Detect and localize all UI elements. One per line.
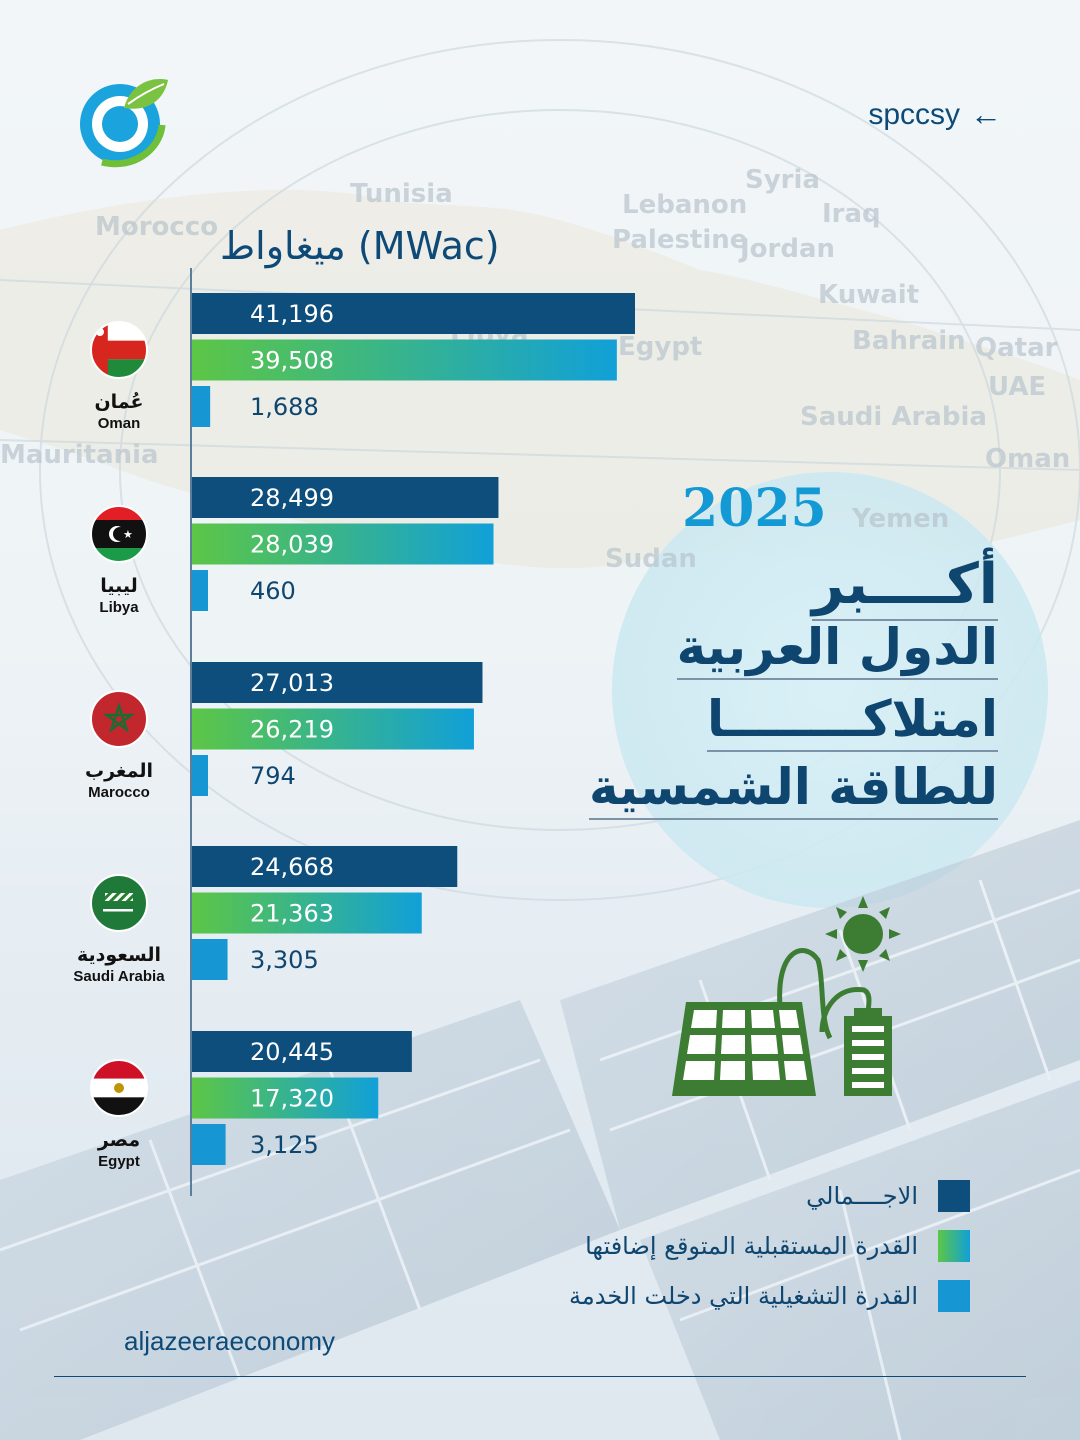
map-label: Jordan xyxy=(738,234,835,264)
value-label-future: 26,219 xyxy=(250,716,334,744)
legend-item-operational: القدرة التشغيلية التي دخلت الخدمة xyxy=(569,1280,970,1312)
value-label-total: 24,668 xyxy=(250,853,334,881)
solar-panel-battery-icon xyxy=(672,896,901,1096)
title-year: 2025 xyxy=(682,478,827,539)
morocco-flag-icon xyxy=(90,690,148,748)
value-label-operational: 460 xyxy=(250,577,296,605)
country-name-en: Oman xyxy=(98,415,141,432)
legend-label: القدرة التشغيلية التي دخلت الخدمة xyxy=(569,1282,918,1310)
map-label: Syria xyxy=(745,165,820,195)
value-label-operational: 1,688 xyxy=(250,393,319,421)
value-label-future: 17,320 xyxy=(250,1085,334,1113)
title-glow-circle xyxy=(612,472,1048,908)
map-label: Tunisia xyxy=(350,179,453,209)
bar-total xyxy=(192,846,458,887)
brand-logo-icon xyxy=(80,79,168,168)
map-label: Sudan xyxy=(605,544,697,574)
value-label-operational: 794 xyxy=(250,762,296,790)
legend-label: القدرة المستقبلية المتوقع إضافتها xyxy=(585,1232,918,1260)
bar-operational xyxy=(192,939,228,980)
value-label-total: 41,196 xyxy=(250,300,334,328)
country-name-en: Egypt xyxy=(98,1153,140,1170)
map-label: Saudi Arabia xyxy=(800,402,987,432)
legend-swatch-future xyxy=(938,1230,970,1262)
arrow-left-icon: ← xyxy=(970,96,1002,132)
map-label: Kuwait xyxy=(818,280,919,310)
source-handle[interactable]: aljazeeraeconomy xyxy=(124,1326,336,1356)
social-handle[interactable]: spccsy ← xyxy=(868,96,1002,133)
value-label-operational: 3,125 xyxy=(250,1131,319,1159)
legend-label: الاجــــمالي xyxy=(806,1182,918,1210)
value-label-total: 27,013 xyxy=(250,669,334,697)
handle-text: spccsy xyxy=(868,97,960,131)
title-line-3: امتلاكــــــــا xyxy=(706,690,998,752)
map-label: Egypt xyxy=(618,332,702,362)
bar-total xyxy=(192,662,483,703)
map-label: Lebanon xyxy=(622,190,747,220)
title-line-1: أكــــبر xyxy=(811,552,998,621)
value-label-future: 39,508 xyxy=(250,347,334,375)
bar-total xyxy=(192,293,635,334)
map-label: Qatar xyxy=(975,333,1058,363)
bar-operational xyxy=(192,1124,226,1165)
country-name-en: Libya xyxy=(99,599,139,616)
map-label: Palestine xyxy=(612,225,747,255)
title-line-2: الدول العربية xyxy=(676,618,998,680)
unit-label: (MWac) ميغاواط xyxy=(220,224,500,268)
value-label-future: 28,039 xyxy=(250,531,334,559)
bar-future xyxy=(192,708,474,750)
chart-legend: الاجــــمالي القدرة المستقبلية المتوقع إ… xyxy=(569,1180,970,1312)
value-label-operational: 3,305 xyxy=(250,946,319,974)
legend-item-total: الاجــــمالي xyxy=(569,1180,970,1212)
country-name-ar: السعودية xyxy=(77,944,161,966)
value-label-future: 21,363 xyxy=(250,900,334,928)
bar-future xyxy=(192,1077,379,1119)
bar-future xyxy=(192,892,422,934)
bar-future xyxy=(192,523,494,565)
country-name-en: Marocco xyxy=(88,784,150,801)
value-label-total: 28,499 xyxy=(250,484,334,512)
country-name-ar: المغرب xyxy=(85,760,153,782)
value-label-total: 20,445 xyxy=(250,1038,334,1066)
country-name-ar: عُمان xyxy=(94,391,143,413)
title-line-4: للطاقة الشمسية xyxy=(588,758,998,820)
map-label: Bahrain xyxy=(852,326,966,356)
country-name-ar: مصر xyxy=(97,1129,140,1151)
country-name-ar: ليبيا xyxy=(100,575,138,597)
bar-total xyxy=(192,1031,412,1072)
bar-operational xyxy=(192,570,208,611)
footer-divider xyxy=(54,1376,1026,1377)
legend-item-future: القدرة المستقبلية المتوقع إضافتها xyxy=(569,1230,970,1262)
solar-panels-bg xyxy=(0,820,1080,1440)
saudi-flag-icon xyxy=(90,874,148,932)
map-label: Mauritania xyxy=(0,440,159,470)
map-label: Morocco xyxy=(95,212,218,242)
bar-operational xyxy=(192,755,208,796)
country-name-en: Saudi Arabia xyxy=(73,968,165,985)
bar-future xyxy=(192,339,617,381)
oman-flag-icon xyxy=(90,321,148,379)
bar-operational xyxy=(192,386,211,427)
bar-total xyxy=(192,477,499,518)
map-label: Oman xyxy=(985,444,1070,474)
libya-flag-icon: ★ xyxy=(90,505,148,563)
legend-swatch-total xyxy=(938,1180,970,1212)
legend-swatch-operational xyxy=(938,1280,970,1312)
egypt-flag-icon xyxy=(90,1059,148,1117)
map-label: UAE xyxy=(988,372,1046,402)
map-label: Yemen xyxy=(851,504,949,534)
svg-text:★: ★ xyxy=(123,528,133,541)
map-label: Iraq xyxy=(822,199,881,229)
